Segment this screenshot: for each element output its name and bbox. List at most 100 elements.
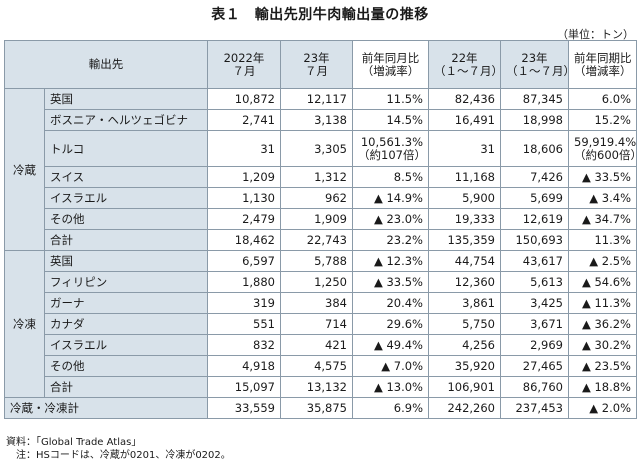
value-cell: 12,360 (428, 271, 501, 293)
country-cell: フィリピン (44, 271, 208, 293)
value-cell: 2,741 (207, 109, 281, 131)
value-cell: 18,462 (207, 229, 281, 251)
header-22-cumulative: 22年 （１～７月） (428, 40, 501, 89)
value-cell: 150,693 (500, 229, 569, 251)
value-cell: 6.0% (568, 88, 637, 110)
header-destination: 輸出先 (4, 40, 208, 89)
value-cell: 5,613 (500, 271, 569, 293)
value-cell: 33,559 (207, 397, 281, 419)
value-cell: 1,209 (207, 166, 281, 188)
value-cell: 87,345 (500, 88, 569, 110)
value-cell: 3,138 (280, 109, 353, 131)
value-cell: 5,900 (428, 187, 501, 209)
value-cell: 31 (428, 130, 501, 167)
table-row: スイス 1,209 1,312 8.5% 11,168 7,426 ▲ 33.5… (5, 166, 637, 188)
value-cell: 23.2% (352, 229, 429, 251)
value-cell: 14.5% (352, 109, 429, 131)
value-cell: ▲ 12.3% (352, 250, 429, 272)
table-row-grand-total: 冷蔵・冷凍計 33,559 35,875 6.9% 242,260 237,45… (4, 397, 637, 419)
value-cell: 8.5% (352, 166, 429, 188)
table-row: その他 2,479 1,909 ▲ 23.0% 19,333 12,619 ▲ … (5, 208, 637, 230)
value-cell: 44,754 (428, 250, 501, 272)
value-cell: 962 (280, 187, 353, 209)
value-cell: 106,901 (428, 376, 501, 398)
table-title: 表１ 輸出先別牛肉輸出量の推移 (211, 7, 429, 23)
value-cell: 15.2% (568, 109, 637, 131)
value-cell: 135,359 (428, 229, 501, 251)
value-cell: ▲ 2.0% (568, 397, 637, 419)
value-cell: 10,561.3% （約107倍） (352, 130, 429, 167)
value-cell: 5,750 (428, 313, 501, 335)
country-cell: カナダ (44, 313, 208, 335)
value-cell: 10,872 (207, 88, 281, 110)
value-cell: 2,479 (207, 208, 281, 230)
value-cell: 1,880 (207, 271, 281, 293)
value-cell: 4,256 (428, 334, 501, 356)
value-cell: ▲ 3.4% (568, 187, 637, 209)
value-cell: 319 (207, 292, 281, 314)
value-cell: 35,920 (428, 355, 501, 377)
value-cell: ▲ 23.0% (352, 208, 429, 230)
source-line: 資料：「Global Trade Atlas」 (6, 437, 142, 448)
value-cell: 3,305 (280, 130, 353, 167)
value-cell: 5,788 (280, 250, 353, 272)
header-2022-july: 2022年 ７月 (207, 40, 281, 89)
value-cell: 59,919.4% （約600倍） (568, 130, 637, 167)
country-cell: 英国 (44, 250, 208, 272)
table-row: イスラエル 1,130 962 ▲ 14.9% 5,900 5,699 ▲ 3.… (5, 187, 637, 209)
value-cell: 11.3% (568, 229, 637, 251)
value-cell: 22,743 (280, 229, 353, 251)
value-cell: 237,453 (500, 397, 569, 419)
grand-total-label: 冷蔵・冷凍計 (4, 397, 208, 419)
header-yoy-month: 前年同月比 （増減率） (352, 40, 429, 89)
value-cell: ▲ 7.0% (352, 355, 429, 377)
value-cell: ▲ 2.5% (568, 250, 637, 272)
table-row: イスラエル 832 421 ▲ 49.4% 4,256 2,969 ▲ 30.2… (5, 334, 637, 356)
value-cell: 86,760 (500, 376, 569, 398)
value-cell: 19,333 (428, 208, 501, 230)
country-cell: 英国 (44, 88, 208, 110)
value-cell: 551 (207, 313, 281, 335)
note-line: 注：HSコードは、冷蔵が0201、冷凍が0202。 (6, 450, 231, 461)
value-cell: ▲ 49.4% (352, 334, 429, 356)
value-cell: 6.9% (352, 397, 429, 419)
value-cell: 2,969 (500, 334, 569, 356)
value-cell: 6,597 (207, 250, 281, 272)
value-cell: 242,260 (428, 397, 501, 419)
value-cell: 1,312 (280, 166, 353, 188)
value-cell: ▲ 30.2% (568, 334, 637, 356)
table-row: フィリピン 1,880 1,250 ▲ 33.5% 12,360 5,613 ▲… (5, 271, 637, 293)
value-cell: 1,130 (207, 187, 281, 209)
value-cell: ▲ 18.8% (568, 376, 637, 398)
value-cell: 5,699 (500, 187, 569, 209)
value-cell: 384 (280, 292, 353, 314)
value-cell: 11.5% (352, 88, 429, 110)
table-row-subtotal: 合計 18,462 22,743 23.2% 135,359 150,693 1… (5, 229, 637, 251)
value-cell: 4,575 (280, 355, 353, 377)
group-frozen: 冷凍 (4, 250, 45, 398)
table-row: ガーナ 319 384 20.4% 3,861 3,425 ▲ 11.3% (5, 292, 637, 314)
country-cell: イスラエル (44, 334, 208, 356)
value-cell: 714 (280, 313, 353, 335)
country-cell: 合計 (44, 376, 208, 398)
table-row: カナダ 551 714 29.6% 5,750 3,671 ▲ 36.2% (5, 313, 637, 335)
country-cell: ボスニア・ヘルツェゴビナ (44, 109, 208, 131)
unit-label: （単位：トン） (557, 28, 634, 41)
table-row-subtotal: 合計 15,097 13,132 ▲ 13.0% 106,901 86,760 … (5, 376, 637, 398)
value-cell: ▲ 14.9% (352, 187, 429, 209)
header-23-cumulative: 23年 （１～７月） (500, 40, 569, 89)
country-cell: スイス (44, 166, 208, 188)
value-cell: 13,132 (280, 376, 353, 398)
value-cell: 16,491 (428, 109, 501, 131)
value-cell: 11,168 (428, 166, 501, 188)
value-cell: ▲ 34.7% (568, 208, 637, 230)
value-cell: 35,875 (280, 397, 353, 419)
value-cell: ▲ 11.3% (568, 292, 637, 314)
country-cell: 合計 (44, 229, 208, 251)
table-row: 冷凍 英国 6,597 5,788 ▲ 12.3% 44,754 43,617 … (4, 250, 637, 398)
value-cell: 43,617 (500, 250, 569, 272)
country-cell: イスラエル (44, 187, 208, 209)
value-cell: 1,909 (280, 208, 353, 230)
table-row: その他 4,918 4,575 ▲ 7.0% 35,920 27,465 ▲ 2… (5, 355, 637, 377)
value-cell: ▲ 33.5% (352, 271, 429, 293)
